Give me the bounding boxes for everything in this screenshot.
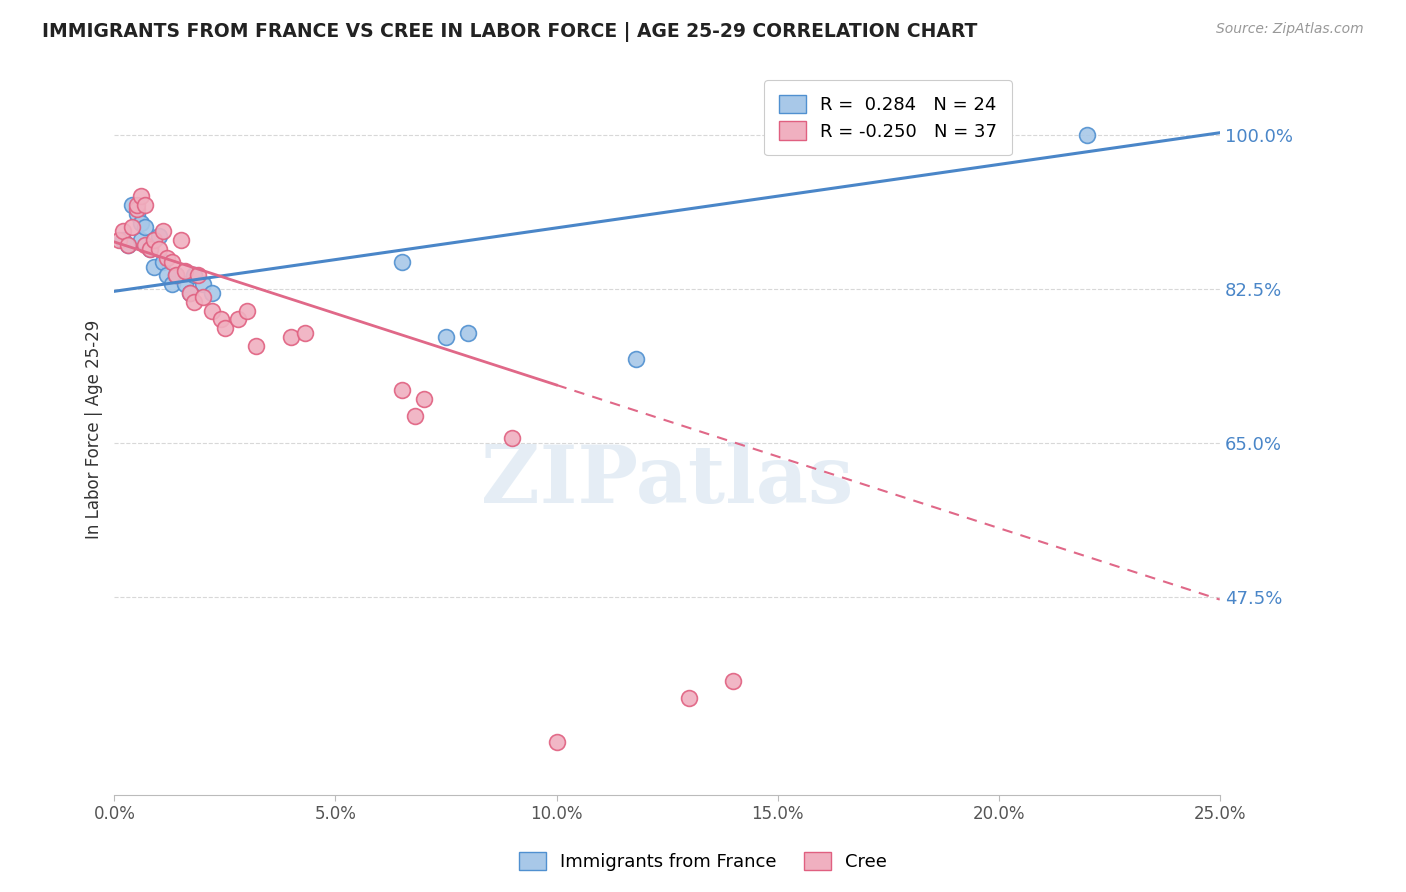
Point bbox=[160, 255, 183, 269]
Point bbox=[117, 237, 139, 252]
Point bbox=[236, 303, 259, 318]
Point bbox=[129, 233, 152, 247]
Point bbox=[723, 673, 745, 688]
Point bbox=[165, 268, 187, 283]
Point bbox=[129, 216, 152, 230]
Point bbox=[143, 233, 166, 247]
Point bbox=[143, 260, 166, 274]
Point bbox=[174, 277, 197, 292]
Legend: Immigrants from France, Cree: Immigrants from France, Cree bbox=[512, 845, 894, 879]
Point bbox=[134, 237, 156, 252]
Point bbox=[112, 233, 135, 247]
Point bbox=[245, 339, 267, 353]
Point bbox=[201, 286, 224, 301]
Point bbox=[404, 409, 426, 424]
Point bbox=[156, 268, 179, 283]
Point bbox=[624, 352, 647, 367]
Point bbox=[156, 251, 179, 265]
Point bbox=[148, 228, 170, 243]
Point bbox=[457, 326, 479, 340]
Point bbox=[121, 219, 143, 234]
Point bbox=[179, 286, 201, 301]
Point bbox=[183, 294, 205, 309]
Point bbox=[160, 277, 183, 292]
Text: ZIPatlas: ZIPatlas bbox=[481, 442, 853, 520]
Point bbox=[201, 303, 224, 318]
Text: IMMIGRANTS FROM FRANCE VS CREE IN LABOR FORCE | AGE 25-29 CORRELATION CHART: IMMIGRANTS FROM FRANCE VS CREE IN LABOR … bbox=[42, 22, 977, 42]
Point bbox=[139, 242, 162, 256]
Point bbox=[117, 237, 139, 252]
Point bbox=[125, 198, 148, 212]
Point bbox=[134, 198, 156, 212]
Point bbox=[148, 242, 170, 256]
Point bbox=[165, 268, 187, 283]
Point bbox=[125, 207, 148, 221]
Point bbox=[191, 277, 214, 292]
Point bbox=[129, 189, 152, 203]
Legend: R =  0.284   N = 24, R = -0.250   N = 37: R = 0.284 N = 24, R = -0.250 N = 37 bbox=[765, 80, 1012, 155]
Point bbox=[501, 431, 523, 445]
Point bbox=[112, 224, 135, 238]
Point bbox=[121, 198, 143, 212]
Point bbox=[170, 233, 193, 247]
Point bbox=[226, 312, 249, 326]
Point bbox=[209, 312, 232, 326]
Point bbox=[152, 255, 174, 269]
Point bbox=[125, 202, 148, 217]
Point bbox=[678, 691, 700, 706]
Point bbox=[108, 233, 131, 247]
Text: Source: ZipAtlas.com: Source: ZipAtlas.com bbox=[1216, 22, 1364, 37]
Point bbox=[214, 321, 236, 335]
Point bbox=[179, 286, 201, 301]
Point bbox=[1076, 128, 1098, 142]
Point bbox=[174, 264, 197, 278]
Y-axis label: In Labor Force | Age 25-29: In Labor Force | Age 25-29 bbox=[86, 320, 103, 539]
Point bbox=[434, 330, 457, 344]
Point bbox=[412, 392, 434, 406]
Point bbox=[152, 224, 174, 238]
Point bbox=[391, 383, 413, 397]
Point bbox=[183, 268, 205, 283]
Point bbox=[134, 219, 156, 234]
Point bbox=[294, 326, 316, 340]
Point bbox=[187, 268, 209, 283]
Point bbox=[191, 290, 214, 304]
Point bbox=[139, 242, 162, 256]
Point bbox=[391, 255, 413, 269]
Point bbox=[546, 735, 568, 749]
Point bbox=[280, 330, 302, 344]
